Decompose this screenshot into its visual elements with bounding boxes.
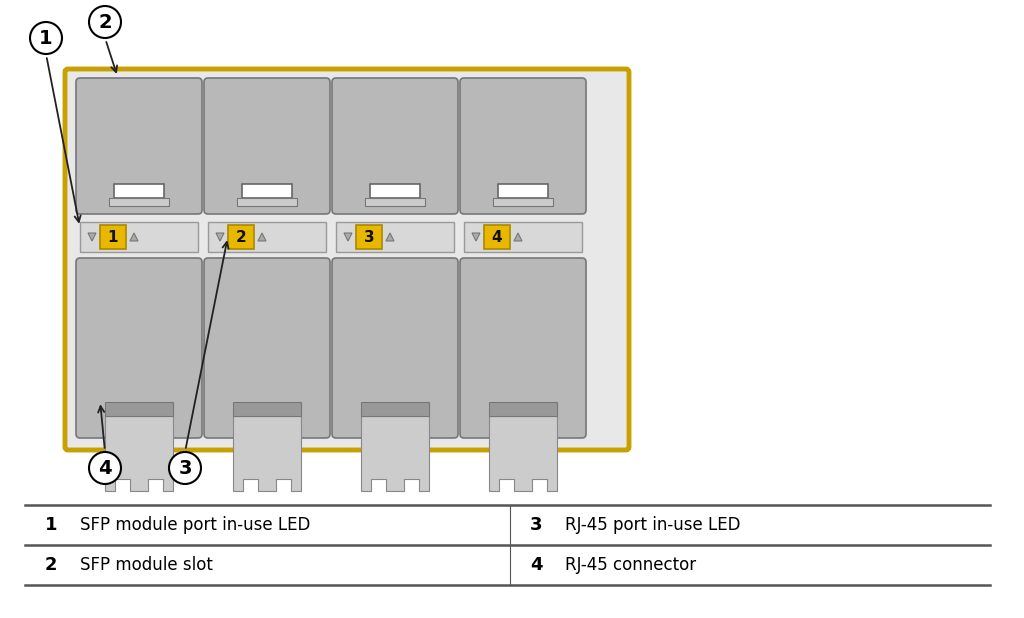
Polygon shape bbox=[489, 416, 557, 491]
Polygon shape bbox=[216, 233, 224, 241]
Bar bbox=[361, 402, 429, 416]
Bar bbox=[228, 225, 254, 249]
Text: 3: 3 bbox=[364, 229, 375, 245]
Bar bbox=[498, 184, 548, 198]
Text: 4: 4 bbox=[492, 229, 503, 245]
Text: 3: 3 bbox=[530, 516, 543, 534]
FancyBboxPatch shape bbox=[204, 258, 330, 438]
FancyBboxPatch shape bbox=[65, 69, 629, 450]
Text: 4: 4 bbox=[530, 556, 543, 574]
Text: 2: 2 bbox=[98, 12, 112, 32]
Circle shape bbox=[89, 452, 121, 484]
Polygon shape bbox=[472, 233, 480, 241]
Polygon shape bbox=[514, 233, 522, 241]
Bar bbox=[105, 402, 173, 416]
Text: 1: 1 bbox=[108, 229, 118, 245]
Polygon shape bbox=[344, 233, 352, 241]
Bar bbox=[100, 225, 126, 249]
Text: RJ-45 port in-use LED: RJ-45 port in-use LED bbox=[565, 516, 740, 534]
Polygon shape bbox=[258, 233, 266, 241]
Bar bbox=[336, 222, 454, 252]
Text: RJ-45 connector: RJ-45 connector bbox=[565, 556, 696, 574]
Bar bbox=[365, 198, 425, 206]
Bar bbox=[464, 222, 582, 252]
FancyBboxPatch shape bbox=[460, 78, 586, 214]
Polygon shape bbox=[233, 416, 301, 491]
Circle shape bbox=[30, 22, 62, 54]
Circle shape bbox=[89, 6, 121, 38]
FancyBboxPatch shape bbox=[76, 78, 202, 214]
FancyBboxPatch shape bbox=[460, 258, 586, 438]
Text: 2: 2 bbox=[45, 556, 57, 574]
Polygon shape bbox=[386, 233, 394, 241]
Bar bbox=[109, 198, 169, 206]
FancyBboxPatch shape bbox=[76, 258, 202, 438]
Bar bbox=[208, 222, 326, 252]
Circle shape bbox=[169, 452, 201, 484]
Bar bbox=[493, 198, 553, 206]
Bar bbox=[114, 184, 164, 198]
Polygon shape bbox=[130, 233, 138, 241]
Polygon shape bbox=[88, 233, 96, 241]
Text: 4: 4 bbox=[98, 459, 112, 478]
Bar bbox=[233, 402, 301, 416]
FancyBboxPatch shape bbox=[204, 78, 330, 214]
FancyBboxPatch shape bbox=[332, 78, 458, 214]
Polygon shape bbox=[361, 416, 429, 491]
Bar bbox=[489, 402, 557, 416]
Text: SFP module port in-use LED: SFP module port in-use LED bbox=[80, 516, 310, 534]
Bar bbox=[484, 225, 510, 249]
Text: 2: 2 bbox=[236, 229, 247, 245]
FancyBboxPatch shape bbox=[332, 258, 458, 438]
Bar bbox=[242, 184, 292, 198]
Bar bbox=[356, 225, 382, 249]
Polygon shape bbox=[105, 416, 173, 491]
Bar bbox=[237, 198, 297, 206]
Text: 1: 1 bbox=[45, 516, 57, 534]
Bar bbox=[80, 222, 198, 252]
Bar bbox=[370, 184, 420, 198]
Text: 1: 1 bbox=[39, 28, 53, 48]
Text: SFP module slot: SFP module slot bbox=[80, 556, 213, 574]
Text: 3: 3 bbox=[178, 459, 191, 478]
